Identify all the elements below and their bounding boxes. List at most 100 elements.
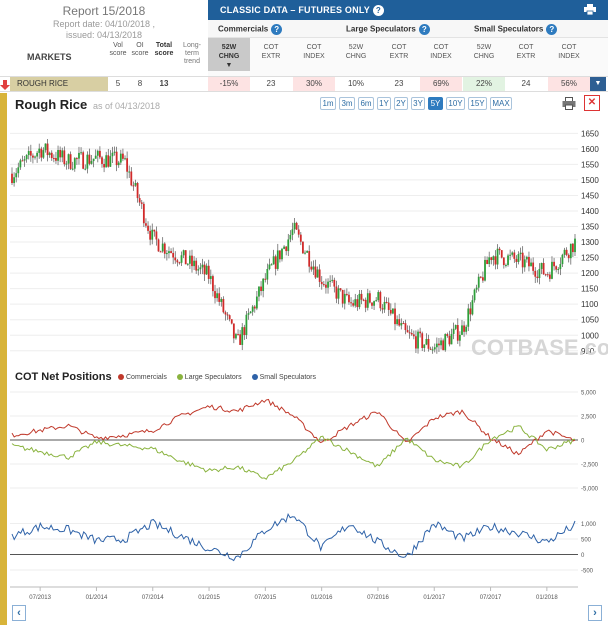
candle-body <box>452 328 455 334</box>
candle-body <box>325 284 327 288</box>
sort-column-ls-cot-extr[interactable]: COT EXTR <box>378 43 420 61</box>
candle-body <box>542 262 545 275</box>
range-button-10y[interactable]: 10Y <box>446 97 465 110</box>
ls-cot-extr: 23 <box>394 79 404 88</box>
candle-body <box>291 229 294 235</box>
row-values: -15% 23 30% 10% 23 69% 22% 24 56% <box>208 77 590 91</box>
candle-body <box>502 257 505 266</box>
candle-body <box>402 323 405 325</box>
y-tick-label: 1450 <box>581 191 599 200</box>
report-title: Report 15/2018 <box>62 4 146 18</box>
sort-column-com-cot-extr[interactable]: COT EXTR <box>250 43 292 61</box>
candle-body <box>490 257 493 261</box>
help-icon[interactable]: ? <box>546 24 558 35</box>
candle-body <box>157 239 160 252</box>
candle-body <box>507 255 509 265</box>
help-icon[interactable]: ? <box>418 24 430 35</box>
market-cell[interactable] <box>10 77 108 91</box>
range-button-6m[interactable]: 6m <box>358 97 374 110</box>
candle-body <box>435 343 438 348</box>
legend-item-large-speculators[interactable]: Large Speculators <box>176 374 242 381</box>
range-button-1y[interactable]: 1Y <box>377 97 391 110</box>
range-button-max[interactable]: MAX <box>490 97 512 110</box>
candle-body <box>335 286 338 299</box>
candle-body <box>90 161 93 164</box>
print-icon[interactable] <box>562 97 576 110</box>
candle-body <box>55 158 57 161</box>
candle-body <box>29 151 32 156</box>
candle-body <box>272 256 275 265</box>
close-icon[interactable]: ✕ <box>584 95 600 111</box>
candle-body <box>530 262 532 267</box>
expand-row-button[interactable]: ▼ <box>590 77 606 91</box>
candle-body <box>479 276 482 278</box>
range-button-3m[interactable]: 3m <box>339 97 355 110</box>
help-icon[interactable]: ? <box>271 24 283 35</box>
y-tick-label: 1150 <box>581 285 599 294</box>
candle-body <box>540 262 543 269</box>
candle-body <box>251 306 254 312</box>
candle-body <box>207 265 210 279</box>
sort-column-com-52w-chng[interactable]: 52W CHNG ▼ <box>208 38 250 71</box>
net-gridlines <box>10 391 578 489</box>
scroll-right-button[interactable]: › <box>588 605 602 621</box>
candle-body <box>314 266 317 278</box>
legend-item-small-speculators[interactable]: Small Speculators <box>251 374 316 381</box>
y-tick-label: -5,000 <box>581 487 599 493</box>
candle-body <box>218 293 221 302</box>
x-tick-label: 01/2018 <box>536 595 558 601</box>
candle-body <box>180 255 183 263</box>
candle-body <box>551 261 553 279</box>
market-name[interactable]: ROUGH RICE <box>17 79 69 88</box>
net-y-axis: 5,000 2,500 0 -2,500 -5,000 <box>581 391 599 493</box>
candle-body <box>456 325 459 341</box>
candle-body <box>494 256 497 265</box>
subcol-line1: COT <box>391 44 407 51</box>
range-button-5y[interactable]: 5Y <box>428 97 443 110</box>
candle-body <box>408 332 411 334</box>
print-icon[interactable] <box>584 4 596 15</box>
com-cot-index: 30% <box>293 77 335 91</box>
candle-body <box>113 151 116 153</box>
sort-column-ss-cot-extr[interactable]: COT EXTR <box>505 43 547 61</box>
sort-column-ss-cot-index[interactable]: COT INDEX <box>548 43 590 61</box>
candle-body <box>421 333 424 348</box>
range-button-1m[interactable]: 1m <box>320 97 336 110</box>
range-button-15y[interactable]: 15Y <box>468 97 487 110</box>
candle-body <box>559 264 562 270</box>
ss-52w-chng: 22% <box>463 77 505 91</box>
candle-body <box>295 222 298 230</box>
candle-body <box>387 302 390 310</box>
candle-body <box>57 149 59 161</box>
candle-body <box>178 262 181 264</box>
sort-column-com-cot-index[interactable]: COT INDEX <box>293 43 335 61</box>
legend-dot-icon <box>118 374 124 380</box>
sort-column-ss-52w-chng[interactable]: 52W CHNG <box>463 43 505 61</box>
candle-body <box>122 153 124 159</box>
candle-body <box>119 153 122 163</box>
scroll-left-button[interactable]: ‹ <box>12 605 26 621</box>
x-tick-label: 07/2016 <box>367 595 389 601</box>
legend-item-commercials[interactable]: Commercials <box>118 374 167 381</box>
candle-body <box>425 338 428 345</box>
candle-body <box>429 348 432 350</box>
candle-body <box>214 291 216 299</box>
sort-column-ls-52w-chng[interactable]: 52W CHNG <box>335 43 377 61</box>
subcol-line1: COT <box>518 44 534 51</box>
candle-body <box>165 253 168 255</box>
ss-cot-index: 56% <box>548 77 590 91</box>
candle-body <box>46 143 49 156</box>
range-button-3y[interactable]: 3Y <box>411 97 425 110</box>
candle-body <box>544 274 547 276</box>
help-icon[interactable]: ? <box>372 5 384 17</box>
y-tick-label: 0 <box>581 553 585 559</box>
candle-body <box>427 338 430 349</box>
candle-body <box>389 309 392 314</box>
table-row[interactable]: ROUGH RICE 5 8 13 -15% 23 30% 10% 23 69%… <box>0 76 608 92</box>
candle-body <box>400 323 403 326</box>
panel-as-of: as of 04/13/2018 <box>93 101 161 111</box>
sort-column-ls-cot-index[interactable]: COT INDEX <box>420 43 462 61</box>
candle-body <box>517 254 520 262</box>
legend-dot-icon <box>251 374 258 380</box>
range-button-2y[interactable]: 2Y <box>394 97 408 110</box>
